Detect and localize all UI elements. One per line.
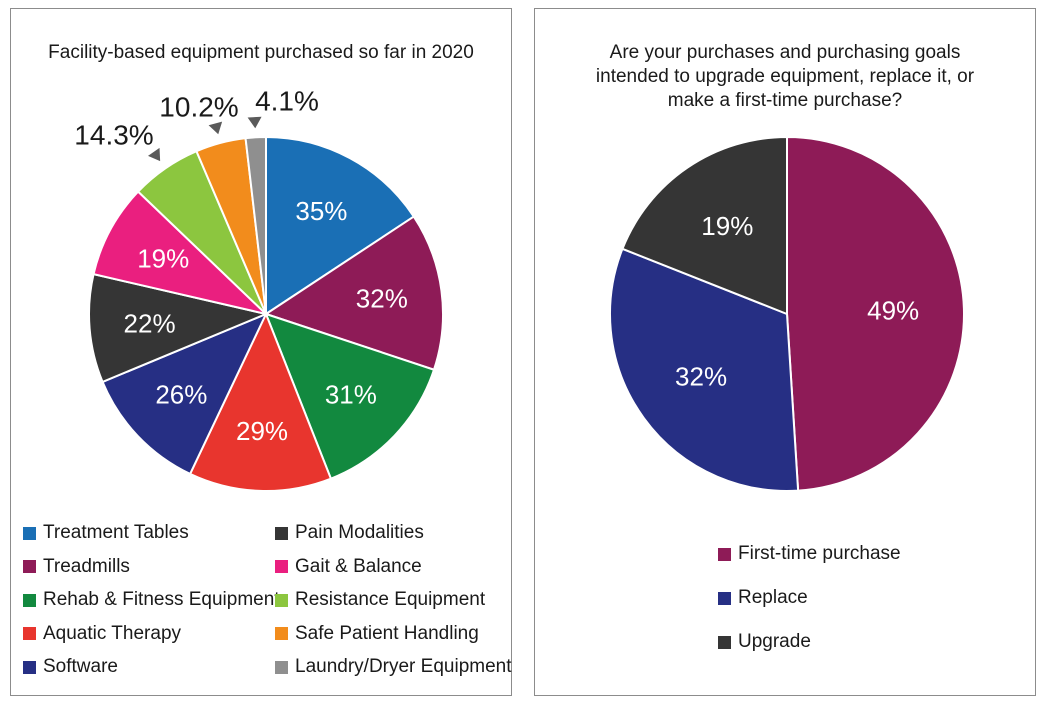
legend-item-laundry-dryer-equipment: Laundry/Dryer Equipment xyxy=(275,656,512,678)
legend-swatch xyxy=(275,627,288,640)
pie-slice-gait-balance xyxy=(92,190,270,316)
slice-label-first-time-purchase: 49% xyxy=(867,296,919,326)
legend-swatch xyxy=(718,635,731,649)
left-chart-title: Facility-based equipment purchased so fa… xyxy=(48,42,474,63)
legend-swatch xyxy=(23,560,36,573)
slice-label-rehab-fitness-equipment: 31% xyxy=(325,379,377,409)
legend-item-pain-modalities: Pain Modalities xyxy=(275,522,424,544)
legend-label: Pain Modalities xyxy=(295,522,424,543)
legend-swatch xyxy=(23,660,36,674)
legend-label: Software xyxy=(43,656,118,677)
pie-slice-treadmills xyxy=(263,215,444,372)
legend-item-software: Software xyxy=(23,656,118,678)
slice-label-resistance-equipment: 14.3% xyxy=(74,120,153,151)
legend-swatch xyxy=(23,593,36,607)
legend-label: Aquatic Therapy xyxy=(43,622,182,644)
legend-swatch xyxy=(23,526,36,540)
pie-slice-replace xyxy=(609,247,800,492)
legend-label: Gait & Balance xyxy=(295,555,422,577)
legend-swatch xyxy=(275,660,288,674)
legend-item-upgrade: Upgrade xyxy=(718,631,811,653)
slice-label-laundry-dryer-equipment: 4.1% xyxy=(255,86,319,117)
slice-label-upgrade: 19% xyxy=(701,211,753,241)
pie-slice-pain-modalities xyxy=(88,272,270,384)
pie-slice-aquatic-therapy xyxy=(188,311,333,492)
legend-label: Treatment Tables xyxy=(43,522,189,543)
left-pie-chart: 35% 32% 31% 29% 26% 22% 19% 14.3%10.2% 4.1% xyxy=(74,86,444,492)
slice-label-aquatic-therapy: 29% xyxy=(236,416,288,446)
callout-arrow-safe-patient-handling xyxy=(208,121,223,135)
right-pie-chart: 49% 32% 19% xyxy=(609,135,965,492)
legend-swatch xyxy=(718,547,731,561)
right-chart-title: Are your purchases and purchasing goals … xyxy=(535,41,1035,113)
legend-item-treatment-tables: Treatment Tables xyxy=(23,522,189,544)
pie-slice-first-time-purchase xyxy=(786,135,965,492)
legend-label: Safe Patient Handling xyxy=(295,622,479,644)
legend-item-gait-balance: Gait & Balance xyxy=(275,556,422,578)
legend-label: First-time purchase xyxy=(738,543,901,564)
right-title-line-3: make a first-time purchase? xyxy=(667,90,903,111)
legend-swatch xyxy=(275,526,288,540)
slice-label-gait-balance: 19% xyxy=(137,243,189,273)
right-chart-panel: Are your purchases and purchasing goals … xyxy=(534,8,1036,696)
slice-label-treatment-tables: 35% xyxy=(295,196,347,226)
legend-swatch xyxy=(23,627,36,640)
legend-label: Upgrade xyxy=(738,631,811,652)
slice-label-replace: 32% xyxy=(675,361,727,391)
legend-swatch xyxy=(718,591,731,605)
slice-label-software: 26% xyxy=(155,380,207,410)
callout-arrow-laundry-dryer-equipment xyxy=(247,116,262,129)
pie-slice-treatment-tables xyxy=(265,135,416,316)
legend-label: Laundry/Dryer Equipment xyxy=(295,656,512,677)
legend-label: Rehab & Fitness Equipment xyxy=(43,589,280,610)
legend-item-first-time-purchase: First-time purchase xyxy=(718,543,901,565)
legend-label: Resistance Equipment xyxy=(295,589,486,610)
left-chart-panel: Facility-based equipment purchased so fa… xyxy=(10,8,512,696)
legend-label: Treadmills xyxy=(43,555,130,577)
pie-slice-upgrade xyxy=(621,135,788,316)
legend-item-treadmills: Treadmills xyxy=(23,556,130,578)
callout-arrow-resistance-equipment xyxy=(148,147,161,162)
right-title-line-2: intended to upgrade equipment, replace i… xyxy=(595,66,975,87)
legend-label: Replace xyxy=(738,587,808,608)
legend-item-safe-patient-handling: Safe Patient Handling xyxy=(275,623,479,645)
pie-slice-rehab-fitness-equipment xyxy=(264,312,436,480)
legend-swatch xyxy=(275,560,288,573)
legend-swatch xyxy=(275,593,288,607)
slice-label-treadmills: 32% xyxy=(356,284,408,314)
right-title-line-1: Are your purchases and purchasing goals xyxy=(609,42,961,63)
slice-label-safe-patient-handling: 10.2% xyxy=(159,92,238,123)
legend-item-aquatic-therapy: Aquatic Therapy xyxy=(23,623,181,645)
pie-slice-laundry-dryer-equipment xyxy=(244,135,267,315)
legend-item-rehab-fitness-equipment: Rehab & Fitness Equipment xyxy=(23,589,280,611)
pie-slice-software xyxy=(101,312,269,476)
slice-label-pain-modalities: 22% xyxy=(124,309,176,339)
legend-item-resistance-equipment: Resistance Equipment xyxy=(275,589,485,611)
legend-item-replace: Replace xyxy=(718,587,808,609)
